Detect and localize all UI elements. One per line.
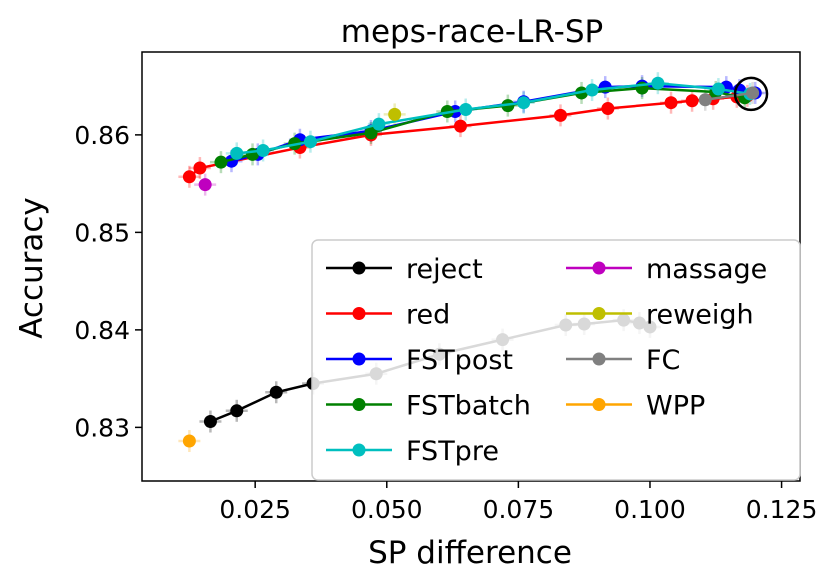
legend-label: FSTpre	[406, 436, 499, 467]
data-point	[553, 108, 567, 122]
data-point	[711, 82, 725, 96]
legend: reject red FSTpost FSTbatch FSTpre massage rew…	[311, 239, 801, 481]
data-point	[198, 178, 212, 192]
series-red	[182, 89, 754, 184]
legend-marker	[352, 398, 366, 411]
data-point	[230, 404, 244, 418]
x-axis-label: SP difference	[368, 535, 572, 571]
legend-label: red	[406, 300, 450, 331]
data-point	[601, 102, 615, 116]
legend-marker	[592, 261, 606, 275]
data-point	[203, 415, 217, 429]
data-point	[193, 161, 207, 175]
highlight-circle	[733, 76, 769, 112]
legend-label: reject	[406, 254, 483, 285]
legend-marker	[352, 307, 366, 320]
data-point	[664, 96, 678, 110]
series-line-fc	[705, 91, 753, 102]
series-line-fstpre	[236, 81, 751, 155]
data-point	[182, 434, 196, 448]
data-point	[303, 135, 317, 149]
chart-title: meps-race-LR-SP	[341, 14, 603, 50]
data-point	[685, 94, 699, 108]
data-point	[651, 76, 665, 90]
legend-label: WPP	[646, 391, 705, 422]
y-tick-label: 0.84	[74, 316, 130, 345]
data-point	[698, 93, 712, 107]
legend-marker	[352, 443, 366, 457]
legend-marker	[352, 352, 366, 366]
y-axis-ticks: 0.83 0.84 0.85 0.86	[74, 121, 142, 442]
data-point	[182, 170, 196, 184]
x-tick-label: 0.025	[219, 495, 291, 524]
y-tick-label: 0.85	[74, 218, 130, 247]
x-tick-label: 0.075	[483, 495, 555, 524]
x-axis-ticks: 0.025 0.050 0.075 0.100 0.125	[219, 481, 817, 524]
series-reweigh	[388, 107, 402, 121]
y-tick-label: 0.83	[74, 413, 130, 442]
y-axis-label: Accuracy	[14, 197, 50, 339]
legend-label: massage	[646, 254, 767, 285]
legend-marker	[592, 398, 606, 411]
data-point	[230, 146, 244, 160]
legend-marker	[592, 352, 606, 366]
legend-label: FSTpost	[406, 345, 513, 376]
legend-label: FC	[646, 345, 680, 376]
series-wpp	[182, 434, 196, 448]
data-point	[372, 117, 386, 131]
data-point	[746, 86, 760, 100]
data-point	[214, 155, 228, 169]
data-point	[364, 126, 378, 140]
x-tick-label: 0.100	[614, 495, 686, 524]
y-tick-label: 0.86	[74, 121, 130, 150]
x-tick-label: 0.125	[746, 495, 818, 524]
legend-marker	[592, 307, 606, 320]
series-fc	[698, 86, 760, 107]
legend-label: reweigh	[646, 300, 754, 331]
legend-box	[311, 239, 801, 481]
data-point	[453, 119, 467, 133]
data-point	[585, 83, 599, 97]
x-tick-label: 0.050	[351, 495, 423, 524]
data-point	[388, 107, 402, 121]
data-point	[459, 103, 473, 117]
data-point	[256, 143, 270, 157]
legend-marker	[352, 261, 366, 275]
legend-label: FSTbatch	[406, 391, 531, 422]
data-point	[269, 385, 283, 399]
series-massage	[198, 178, 212, 192]
data-point	[517, 96, 531, 110]
